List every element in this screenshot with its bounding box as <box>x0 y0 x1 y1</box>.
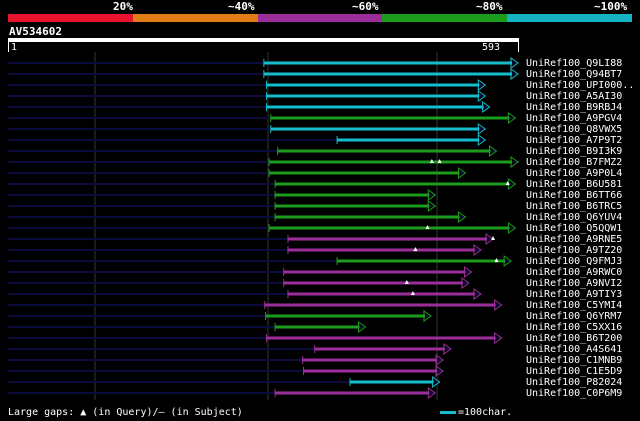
legend-label-80: ~80% <box>476 0 503 13</box>
hit-end-arrow <box>507 112 517 124</box>
hit-label[interactable]: UniRef100_Q6YUV4 <box>526 212 623 223</box>
hit-label[interactable]: UniRef100_A9RNE5 <box>526 234 623 245</box>
hit-label[interactable]: UniRef100_A9P0L4 <box>526 168 623 179</box>
hit-end-arrow <box>507 222 517 234</box>
hit-label[interactable]: UniRef100_A7P9T2 <box>526 135 623 146</box>
hit-label[interactable]: UniRef100_B6TRC5 <box>526 201 623 212</box>
query-gap-marker <box>410 291 415 295</box>
legend-label-60: ~60% <box>352 0 379 13</box>
query-gap-marker <box>494 258 499 262</box>
hit-label[interactable]: UniRef100_A9TIY3 <box>526 289 623 300</box>
hit-end-arrow <box>432 376 441 388</box>
hit-end-arrow <box>503 255 512 267</box>
hit-end-arrow <box>510 68 519 80</box>
query-gap-marker <box>404 280 409 284</box>
query-id[interactable]: AV534602 <box>9 25 62 38</box>
hit-label[interactable]: UniRef100_B6U581 <box>526 179 623 190</box>
hit-label[interactable]: UniRef100_Q9LI88 <box>526 58 623 69</box>
hit-label[interactable]: UniRef100_UPI000.. <box>526 80 635 91</box>
query-gap-marker <box>437 159 442 163</box>
hit-end-arrow <box>494 299 503 311</box>
hit-end-arrow <box>443 343 452 355</box>
hit-label[interactable]: UniRef100_B9RBJ4 <box>526 102 623 113</box>
hit-label[interactable]: UniRef100_C5YMI4 <box>526 300 623 311</box>
hit-label[interactable]: UniRef100_A9PGV4 <box>526 113 623 124</box>
scale-key-label: =100char. <box>458 407 513 418</box>
ruler-start-label: 1 <box>11 42 18 53</box>
legend-label-100: ~100% <box>594 0 628 13</box>
query-gap-marker <box>413 247 418 251</box>
hit-label[interactable]: UniRef100_C1MNB9 <box>526 355 623 366</box>
hit-label[interactable]: UniRef100_A5AI30 <box>526 91 623 102</box>
hit-label[interactable]: UniRef100_B9I3K9 <box>526 146 623 157</box>
hit-label[interactable]: UniRef100_P82024 <box>526 377 623 388</box>
hit-end-arrow <box>473 288 482 300</box>
hit-end-arrow <box>435 354 444 366</box>
footer-gaps-legend: Large gaps: ▲ (in Query)/— (in Subject) <box>8 407 243 418</box>
hit-end-arrow <box>358 321 367 333</box>
legend-segment-purple <box>257 14 383 22</box>
hit-label[interactable]: UniRef100_A9TZ20 <box>526 245 623 256</box>
hit-label[interactable]: UniRef100_C5XX16 <box>526 322 623 333</box>
hit-end-arrow <box>427 387 437 399</box>
hit-end-arrow <box>494 332 503 344</box>
hit-label[interactable]: UniRef100_C0P6M9 <box>526 388 623 399</box>
hit-label[interactable]: UniRef100_Q6YRM7 <box>526 311 623 322</box>
query-gap-marker <box>505 181 510 185</box>
hit-end-arrow <box>423 310 432 322</box>
hit-end-arrow <box>488 145 498 157</box>
hit-label[interactable]: UniRef100_B6T200 <box>526 333 623 344</box>
hit-label[interactable]: UniRef100_A4S641 <box>526 344 623 355</box>
hit-end-arrow <box>477 90 487 102</box>
hit-end-arrow <box>457 211 467 223</box>
hit-end-arrow <box>463 266 473 278</box>
ruler-end-tick <box>518 42 519 52</box>
hit-end-arrow <box>457 167 467 179</box>
hit-label[interactable]: UniRef100_Q5QQW1 <box>526 223 623 234</box>
hit-label[interactable]: UniRef100_Q9FMJ3 <box>526 256 623 267</box>
hit-label[interactable]: UniRef100_C1E5D9 <box>526 366 623 377</box>
hit-end-arrow <box>485 233 494 245</box>
hit-label[interactable]: UniRef100_A9RWC0 <box>526 267 623 278</box>
legend-segment-red <box>8 14 133 22</box>
hit-label[interactable]: UniRef100_Q94BT7 <box>526 69 623 80</box>
query-bar <box>8 38 519 42</box>
hit-end-arrow <box>435 365 444 377</box>
hit-end-arrow <box>461 277 470 289</box>
query-gap-marker <box>491 236 496 240</box>
hit-end-arrow <box>510 57 519 69</box>
legend-segment-green <box>382 14 508 22</box>
hit-end-arrow <box>482 101 491 113</box>
hit-end-arrow <box>477 123 487 135</box>
hit-label[interactable]: UniRef100_Q8VWX5 <box>526 124 623 135</box>
hit-end-arrow <box>427 189 437 201</box>
hit-end-arrow <box>477 79 487 91</box>
legend-segment-cyan <box>507 14 632 22</box>
hit-end-arrow <box>473 244 482 256</box>
hit-end-arrow <box>477 134 487 146</box>
query-gap-marker <box>429 159 434 163</box>
scale-key-bar <box>440 411 456 414</box>
hit-label[interactable]: UniRef100_B6TT66 <box>526 190 623 201</box>
legend-segment-orange <box>132 14 258 22</box>
query-gap-marker <box>425 225 430 229</box>
hit-label[interactable]: UniRef100_B7FMZ2 <box>526 157 623 168</box>
legend-label-40: ~40% <box>228 0 255 13</box>
identity-legend-bar <box>8 14 632 22</box>
legend-label-20: 20% <box>113 0 133 13</box>
hit-end-arrow <box>427 200 437 212</box>
legend-labels: 20% ~40% ~60% ~80% ~100% <box>0 1 640 13</box>
ruler-end-label: 593 <box>482 42 501 53</box>
hit-end-arrow <box>510 156 519 168</box>
hit-label[interactable]: UniRef100_A9NVI2 <box>526 278 623 289</box>
ruler-start-tick <box>8 42 9 52</box>
